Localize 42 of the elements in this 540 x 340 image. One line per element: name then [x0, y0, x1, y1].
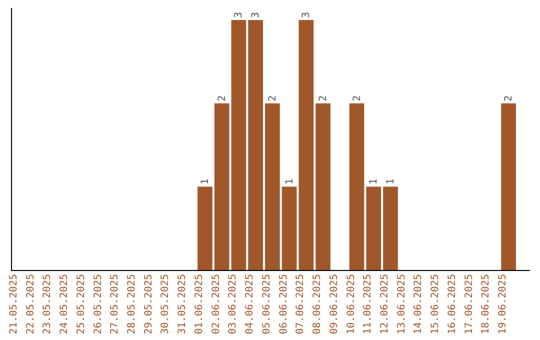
x-tick-label: 03.06.2025 [228, 274, 239, 334]
x-tick-label: 30.05.2025 [160, 274, 172, 334]
x-tick-label: 17.06.2025 [464, 274, 475, 334]
x-tick-label: 09.06.2025 [328, 274, 340, 334]
x-tick-label: 12.06.2025 [380, 274, 390, 334]
x-tick-label: 07.06.2025 [295, 274, 306, 334]
x-tick-label: 06.06.2025 [278, 274, 290, 334]
x-tick-label: 02.06.2025 [210, 274, 222, 334]
x-tick-label: 08.06.2025 [312, 274, 324, 334]
data-label: 3 [250, 12, 262, 18]
x-tick-label: 19.06.2025 [498, 274, 509, 334]
x-tick-label: 21.05.2025 [8, 274, 20, 334]
data-label: 2 [216, 95, 228, 102]
x-tick-label: 26.05.2025 [92, 274, 104, 334]
x-tick-label: 15.06.2025 [430, 274, 442, 334]
x-tick-label: 22.05.2025 [25, 274, 36, 334]
x-tick-label: 24.05.2025 [59, 274, 70, 334]
data-label: 2 [267, 95, 278, 102]
data-label: 1 [368, 178, 380, 185]
data-label: 1 [386, 178, 396, 185]
data-label: 3 [234, 12, 245, 18]
x-tick-label: 01.06.2025 [194, 274, 205, 334]
x-tick-label: 11.06.2025 [362, 274, 374, 334]
x-tick-label: 04.06.2025 [244, 274, 256, 334]
data-label: 2 [352, 95, 363, 102]
data-label: 3 [301, 12, 312, 18]
x-tick-label: 29.05.2025 [143, 274, 154, 334]
x-tick-label: 23.05.2025 [42, 274, 54, 334]
x-tick-label: 14.06.2025 [413, 274, 424, 334]
x-tick-label: 10.06.2025 [346, 274, 357, 334]
x-tick-label: 27.05.2025 [110, 274, 121, 334]
data-label: 1 [200, 178, 211, 185]
x-tick-label: 25.05.2025 [76, 274, 87, 334]
x-tick-label: 13.06.2025 [396, 274, 408, 334]
data-label: 1 [284, 178, 296, 185]
x-tick-label: 18.06.2025 [480, 274, 492, 334]
x-tick-label: 16.06.2025 [446, 274, 458, 334]
x-tick-label: 31.05.2025 [177, 274, 188, 334]
x-tick-label: 28.05.2025 [126, 274, 138, 334]
x-tick-label: 05.06.2025 [261, 274, 272, 334]
data-label: 2 [504, 95, 515, 102]
data-label: 2 [318, 95, 330, 102]
